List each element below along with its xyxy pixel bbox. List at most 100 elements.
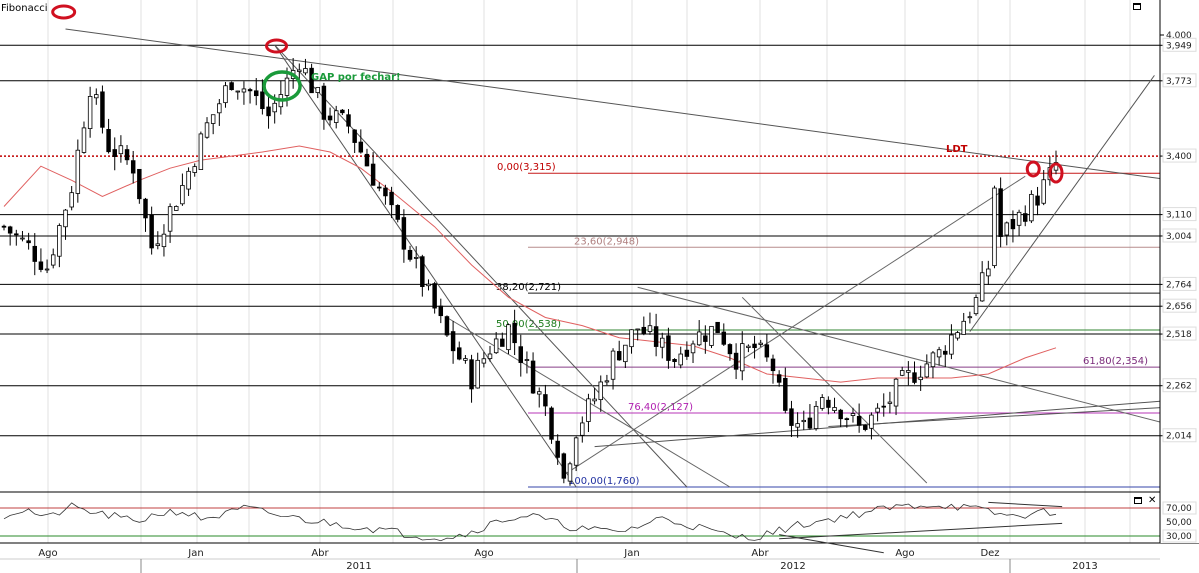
price-label-box (1162, 326, 1197, 341)
candle-body (789, 408, 794, 426)
price-tick-label: 2,764 (1166, 280, 1192, 290)
candle-body (967, 316, 973, 319)
candle-body (204, 122, 210, 138)
maximize-chart-button[interactable] (1133, 3, 1141, 10)
price-label-box (1162, 148, 1197, 163)
candle-body (1, 225, 7, 228)
candle-body (192, 166, 197, 173)
candle-body (420, 256, 425, 287)
candle-body (500, 338, 505, 347)
candle-body (949, 334, 954, 355)
candle-body (838, 409, 843, 420)
candle-body (943, 350, 948, 355)
trend-line (828, 405, 1186, 427)
trend-line (637, 286, 1186, 429)
candle-body (69, 192, 74, 208)
price-label-box (1162, 37, 1197, 52)
candle-body (518, 346, 524, 363)
candle-body (604, 380, 610, 383)
candle-body (598, 381, 603, 401)
rsi-line (3, 502, 1057, 542)
candle-body (733, 352, 739, 370)
fibonacci-retracement: 0,00(3,315) 23,60(2,948) 38,20(2,721) 50,00… (496, 162, 1160, 488)
candle-body (992, 187, 997, 267)
fibonacci-level-label: 23,60(2,948) (574, 236, 639, 247)
candle-body (1023, 213, 1028, 222)
peak-marker-circle (1048, 162, 1064, 184)
rsi-label-box (1162, 501, 1197, 515)
candle-body (235, 90, 241, 93)
trend-lines (65, 28, 1198, 488)
candle-body (210, 114, 216, 124)
candle-body (1029, 193, 1034, 222)
peak-marker-circle (51, 4, 77, 20)
candle-body (549, 407, 554, 440)
candle-body (63, 209, 68, 228)
candle-body (370, 163, 376, 186)
year-label: 2012 (780, 561, 805, 572)
grid (0, 0, 1199, 544)
candle-body (887, 401, 893, 404)
candle-body (850, 413, 856, 416)
price-label-box (1162, 228, 1197, 243)
rsi-panel (0, 501, 1160, 554)
fibonacci-level-label: 61,80(2,354) (1083, 356, 1148, 367)
price-tick-label: 2,518 (1166, 330, 1192, 340)
candle-body (869, 414, 874, 429)
candle-body (881, 405, 886, 408)
candle-body (450, 331, 456, 352)
candle-body (524, 359, 530, 361)
candle-body (801, 419, 807, 423)
close-rsi-button[interactable]: ✕ (1148, 495, 1157, 506)
candle-body (783, 377, 788, 411)
price-label-box (1162, 73, 1197, 88)
candle-body (143, 198, 148, 219)
candle-body (530, 360, 536, 394)
year-label: 2011 (346, 561, 371, 572)
candle-body (586, 398, 591, 422)
month-label: Ago (38, 548, 57, 559)
candle-body (321, 85, 327, 120)
candle-body (377, 186, 382, 189)
price-tick-label: 3,400 (1166, 152, 1192, 162)
candle-body (475, 359, 480, 389)
candle-body (696, 331, 702, 346)
month-label: Dez (980, 548, 999, 559)
candle-body (623, 344, 628, 363)
candle-body (383, 187, 388, 197)
price-label-box (1162, 276, 1197, 291)
rsi-tick-label: 70,00 (1166, 504, 1192, 514)
candle-body (893, 378, 899, 407)
candle-body (186, 170, 191, 190)
moving-average-line (3, 145, 1057, 383)
candle-body (487, 353, 493, 359)
trend-line (563, 175, 1026, 476)
candle-body (395, 205, 400, 220)
candle-body (930, 352, 936, 368)
candle-body (863, 425, 868, 430)
candle-body (253, 90, 259, 97)
candle-body (106, 129, 111, 153)
candle-body (149, 214, 154, 249)
ldt-annotation: LDT (946, 144, 968, 155)
candle-body (358, 141, 364, 153)
support-resistance-lines (0, 44, 1160, 437)
price-label-box (1162, 207, 1197, 222)
price-tick-label: 2,262 (1166, 382, 1192, 392)
candle-body (87, 95, 93, 129)
candle-body (973, 297, 979, 315)
candle-body (94, 94, 99, 99)
candle-body (413, 256, 419, 259)
trend-line (274, 44, 688, 488)
maximize-rsi-button[interactable] (1134, 497, 1142, 504)
rsi-label-box (1162, 529, 1197, 543)
candle-body (641, 326, 647, 335)
candle-body (998, 188, 1003, 237)
candle-body (20, 237, 25, 240)
candle-body (432, 283, 437, 309)
candle-body (303, 68, 308, 74)
candle-body (844, 418, 850, 421)
candle-body (75, 149, 81, 194)
candle-body (807, 417, 813, 429)
candle-body (118, 145, 124, 155)
